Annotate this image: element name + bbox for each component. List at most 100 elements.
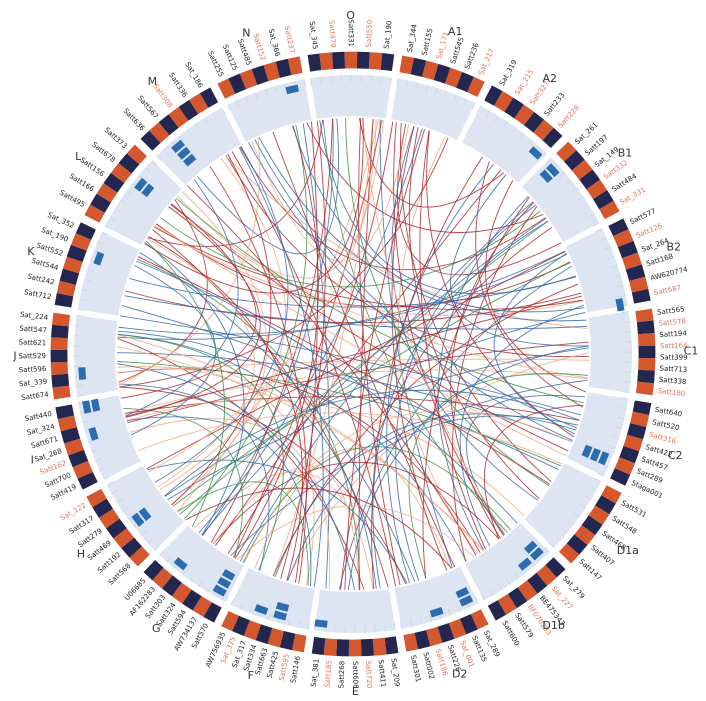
- chromosome-label: M: [148, 75, 158, 88]
- synteny-link: [185, 487, 452, 569]
- marker-label: Sat_352: [46, 211, 75, 230]
- track-hit-block: [131, 512, 145, 527]
- chromosome-segment: [168, 106, 189, 129]
- track-tick: [103, 476, 111, 480]
- synteny-link: [117, 358, 589, 373]
- chromosome-segment: [542, 127, 564, 149]
- track-tick: [475, 596, 479, 604]
- synteny-link: [117, 363, 356, 591]
- chromosome-segment: [53, 292, 74, 309]
- chromosome-segment: [171, 582, 192, 604]
- chromosome-segment: [470, 608, 490, 631]
- track-tick: [91, 448, 99, 453]
- marker-label: Satt600: [500, 619, 521, 647]
- chromosome-label: D2: [452, 668, 467, 681]
- track-tick: [287, 618, 291, 626]
- track-hit-block: [529, 547, 544, 561]
- synteny-link: [121, 305, 559, 471]
- marker-label: Satt674: [21, 390, 50, 402]
- track-tick: [594, 478, 602, 483]
- track-hit-block: [254, 604, 269, 615]
- marker-label: Sat_186: [183, 61, 204, 90]
- chromosome-segment: [336, 638, 350, 657]
- marker-label: Satt531: [620, 499, 648, 519]
- marker-label: Satt336: [167, 71, 189, 99]
- track-tick: [274, 86, 277, 94]
- chromosome-segment: [76, 471, 99, 491]
- chromosome-segment: [356, 51, 370, 70]
- track-tick: [390, 77, 392, 85]
- chromosome-segment: [536, 564, 558, 587]
- synteny-link: [243, 410, 573, 564]
- chromosome-segment: [566, 534, 588, 556]
- chromosome-segment: [637, 357, 656, 371]
- track-hit-block: [217, 576, 232, 589]
- track-tick: [561, 527, 568, 533]
- chromosome-label: K: [27, 245, 35, 258]
- chromosome-segment: [578, 169, 601, 190]
- chromosome-segment: [181, 589, 202, 611]
- links-layer: [116, 117, 590, 591]
- chromosome-segment: [158, 113, 180, 136]
- track-tick: [604, 246, 611, 250]
- chromosome-label: D1a: [617, 544, 639, 557]
- chromosome-segment: [588, 505, 610, 526]
- synteny-link: [286, 352, 590, 581]
- track-tick: [608, 445, 616, 449]
- track-tick: [582, 204, 590, 210]
- track-background: [78, 395, 141, 480]
- chromosome-segment: [635, 381, 655, 396]
- track-hit-block: [459, 595, 474, 607]
- chromosome-segment: [279, 630, 296, 651]
- chromosome-label: A1: [448, 25, 463, 38]
- chromosome-segment: [306, 52, 322, 73]
- synteny-link: [451, 205, 538, 562]
- chromosome-segment: [120, 537, 143, 559]
- synteny-link: [398, 136, 478, 555]
- chromosome-segment: [455, 71, 475, 93]
- track-tick: [111, 490, 118, 495]
- synteny-link: [338, 265, 573, 590]
- chromosome-segment: [85, 488, 108, 508]
- marker-label: Satt152: [251, 33, 267, 62]
- marker-label: Sat_381: [310, 658, 321, 687]
- chromosome-segment: [637, 345, 656, 359]
- track-hit-block: [314, 619, 328, 628]
- chromosome-segment: [384, 635, 400, 656]
- marker-label: Sat_190: [383, 20, 394, 49]
- track-background: [565, 228, 628, 313]
- chromosome-outline: [138, 85, 220, 153]
- marker-label: Sat_190: [40, 226, 69, 244]
- track-background: [522, 157, 600, 243]
- chromosome-segment: [54, 403, 75, 420]
- track-tick: [565, 180, 572, 186]
- track-tick: [619, 407, 627, 410]
- chromosome-segment: [585, 179, 608, 200]
- chromosome-segment: [311, 636, 326, 656]
- track-background: [310, 74, 392, 119]
- synteny-link: [258, 137, 587, 322]
- chromosome-segment: [66, 244, 88, 263]
- track-background: [524, 462, 602, 548]
- marker-labels-layer: Sat_345 Satt479 Satt331 Satt550 Sat_190 Sat_3…: [18, 19, 689, 689]
- track-tick: [624, 331, 632, 333]
- chromosome-segment: [380, 52, 395, 72]
- chromosome-segment: [239, 68, 258, 90]
- synteny-link: [254, 139, 578, 429]
- track-hit-block: [221, 568, 236, 581]
- marker-label: Sat_215: [513, 68, 535, 96]
- chromosome-segment: [63, 438, 85, 456]
- chromosome-segment: [50, 361, 69, 376]
- chromosome-segment: [50, 349, 69, 363]
- chromosome-label: D1b: [542, 619, 564, 632]
- marker-label: Sat_209: [389, 658, 401, 687]
- chromosome-segment: [444, 67, 463, 89]
- track-tick: [264, 89, 268, 97]
- track-hit-block: [173, 557, 188, 571]
- track-hit-block: [141, 183, 155, 198]
- track-tick: [230, 598, 235, 606]
- track-tick: [82, 420, 90, 423]
- ideogram-layer: [49, 50, 657, 658]
- chromosome-segment: [626, 423, 647, 440]
